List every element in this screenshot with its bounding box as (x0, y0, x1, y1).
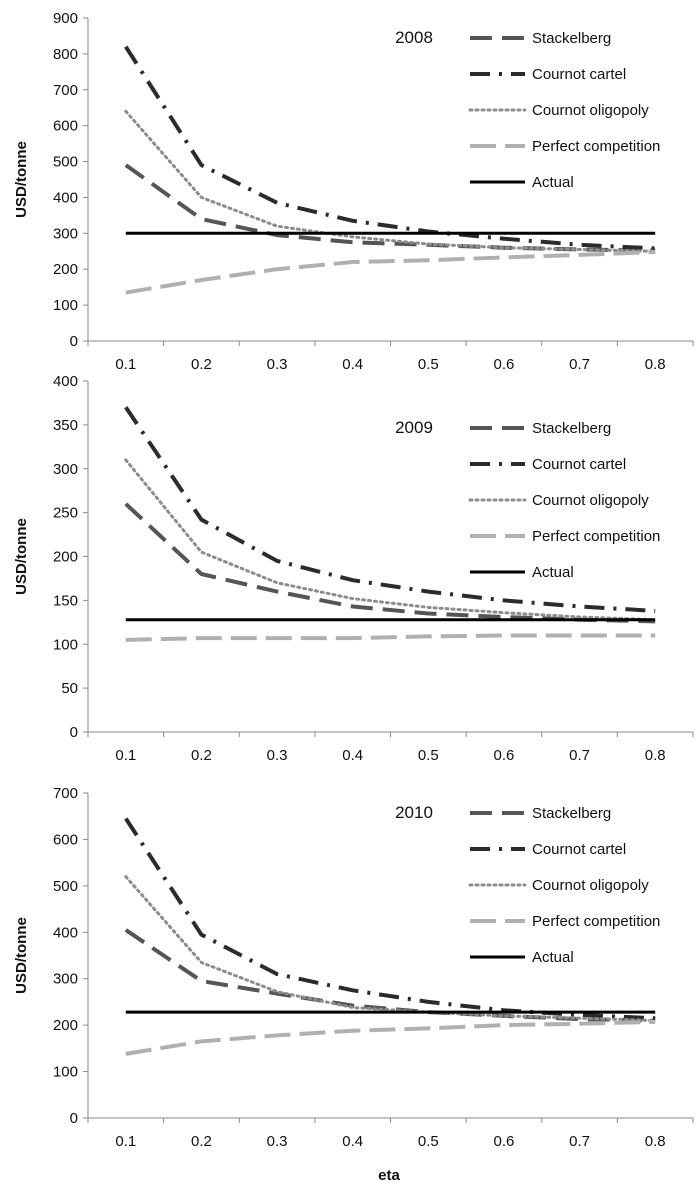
legend-label: Perfect competition (532, 138, 660, 155)
series-line-cournot-oligopoly (124, 875, 657, 1022)
y-tick-label: 600 (53, 118, 78, 135)
y-axis-title: USD/tonne (13, 917, 30, 994)
series-line-cournot-cartel (124, 45, 656, 251)
y-tick-label: 100 (53, 1064, 78, 1081)
y-tick-label: 0 (70, 1110, 78, 1127)
x-tick-label: 0.8 (645, 747, 666, 764)
y-axis-title: USD/tonne (13, 141, 30, 218)
legend-label: Cournot cartel (532, 456, 626, 473)
series-line-stackelberg (124, 928, 656, 1023)
y-tick-label: 100 (53, 297, 78, 314)
x-tick-label: 0.6 (494, 1133, 515, 1150)
y-tick-label: 400 (53, 373, 78, 390)
chart-title: 2009 (395, 418, 433, 437)
x-tick-label: 0.3 (267, 747, 288, 764)
x-tick-label: 0.8 (645, 356, 666, 373)
y-tick-label: 200 (53, 1017, 78, 1034)
x-tick-label: 0.5 (418, 356, 439, 373)
y-tick-label: 300 (53, 461, 78, 478)
legend-label: Perfect competition (532, 913, 660, 930)
x-tick-label: 0.1 (115, 1133, 136, 1150)
series-line-perfect-competition (125, 1019, 656, 1056)
y-tick-label: 900 (53, 10, 78, 27)
y-tick-label: 500 (53, 878, 78, 895)
chart-panel-2009: 0 50 100 150 200 250 300 350 400 0.1 0.2 0.3 0.4 0.5 0… (13, 373, 694, 764)
legend-label: Cournot oligopoly (532, 102, 649, 119)
x-tick-label: 0.7 (569, 1133, 590, 1150)
x-tick-label: 0.1 (115, 356, 136, 373)
chart-title: 2010 (395, 803, 433, 822)
y-tick-label: 500 (53, 154, 78, 171)
y-tick-label: 200 (53, 261, 78, 278)
series-line-cournot-oligopoly (124, 458, 657, 622)
legend-label: Cournot oligopoly (532, 492, 649, 509)
legend: Stackelberg Cournot cartel Cournot oligopo… (468, 420, 660, 581)
x-tick-label: 0.3 (267, 356, 288, 373)
series-line-stackelberg (124, 163, 656, 253)
x-tick-label: 0.2 (191, 356, 212, 373)
y-tick-label: 400 (53, 189, 78, 206)
series-line-perfect-competition (125, 633, 656, 642)
y-tick-label: 50 (61, 680, 78, 697)
x-tick-label: 0.4 (342, 747, 363, 764)
x-tick-label: 0.7 (569, 356, 590, 373)
x-tick-label: 0.6 (494, 356, 515, 373)
y-tick-label: 300 (53, 225, 78, 242)
legend-label: Stackelberg (532, 420, 611, 437)
x-axis-title: eta (378, 1167, 400, 1184)
y-tick-label: 300 (53, 971, 78, 988)
x-tick-label: 0.2 (191, 1133, 212, 1150)
y-tick-label: 150 (53, 592, 78, 609)
legend-label: Actual (532, 949, 574, 966)
x-tick-label: 0.7 (569, 747, 590, 764)
chart-panel-2010: 0 100 200 300 400 500 600 700 0.1 0.2 0.3 0.4 0.5 0.6… (13, 785, 694, 1150)
y-tick-label: 350 (53, 417, 78, 434)
legend-label: Actual (532, 564, 574, 581)
series-line-perfect-competition (125, 250, 656, 295)
chart-panel-2008: 0 100 200 300 400 500 600 700 800 900 0.1 0.2 0.3 0.4… (13, 10, 694, 373)
legend: Stackelberg Cournot cartel Cournot oligopo… (468, 30, 660, 191)
legend-label: Stackelberg (532, 805, 611, 822)
x-tick-label: 0.4 (342, 356, 363, 373)
y-tick-label: 700 (53, 785, 78, 802)
x-tick-label: 0.8 (645, 1133, 666, 1150)
x-tick-label: 0.5 (418, 747, 439, 764)
x-tick-label: 0.1 (115, 747, 136, 764)
y-axis-title: USD/tonne (13, 518, 30, 595)
x-tick-label: 0.5 (418, 1133, 439, 1150)
legend-label: Cournot cartel (532, 841, 626, 858)
y-tick-label: 200 (53, 549, 78, 566)
y-tick-label: 0 (70, 724, 78, 741)
y-tick-label: 700 (53, 82, 78, 99)
series-line-cournot-cartel (124, 817, 656, 1021)
legend-label: Perfect competition (532, 528, 660, 545)
x-tick-label: 0.6 (494, 747, 515, 764)
x-tick-label: 0.4 (342, 1133, 363, 1150)
y-tick-label: 250 (53, 505, 78, 522)
series-line-cournot-oligopoly (124, 109, 657, 253)
y-tick-label: 0 (70, 333, 78, 350)
y-tick-label: 100 (53, 636, 78, 653)
legend-label: Cournot cartel (532, 66, 626, 83)
y-tick-label: 600 (53, 831, 78, 848)
x-tick-label: 0.2 (191, 747, 212, 764)
legend: Stackelberg Cournot cartel Cournot oligopo… (468, 805, 660, 966)
legend-label: Stackelberg (532, 30, 611, 47)
series-line-stackelberg (124, 502, 656, 624)
y-tick-label: 800 (53, 46, 78, 63)
series-line-cournot-cartel (124, 406, 656, 613)
x-tick-label: 0.3 (267, 1133, 288, 1150)
legend-label: Cournot oligopoly (532, 877, 649, 894)
y-tick-label: 400 (53, 924, 78, 941)
legend-label: Actual (532, 174, 574, 191)
chart-title: 2008 (395, 28, 433, 47)
